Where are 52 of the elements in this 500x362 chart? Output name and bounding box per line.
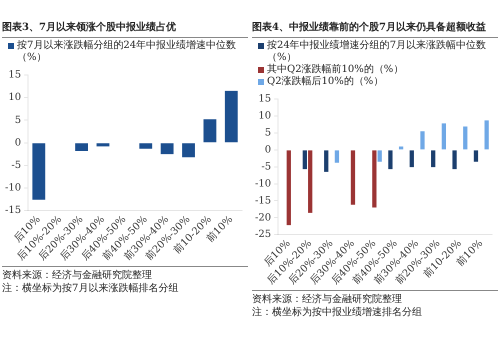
bar bbox=[139, 143, 152, 149]
y-tick-label: 10 bbox=[258, 110, 272, 122]
y-tick-label: -10 bbox=[254, 178, 272, 190]
y-tick-label: -15 bbox=[254, 195, 272, 206]
y-tick-label: -25 bbox=[254, 229, 272, 240]
text: 资料来源：经济与金融研究院整理 bbox=[252, 293, 403, 306]
bar bbox=[388, 150, 393, 170]
bar bbox=[224, 90, 238, 142]
bar bbox=[474, 150, 478, 162]
bar bbox=[308, 150, 312, 213]
bar bbox=[431, 150, 436, 168]
y-tick-label: -20 bbox=[254, 212, 272, 224]
y-tick-label: 5 bbox=[14, 114, 22, 126]
y-tick-label: 0 bbox=[264, 144, 272, 156]
bar bbox=[160, 143, 174, 154]
bar bbox=[350, 150, 356, 205]
y-tick-label: 10 bbox=[8, 92, 22, 104]
bar bbox=[75, 143, 88, 151]
y-tick-label: -15 bbox=[4, 205, 22, 216]
bar bbox=[452, 150, 457, 170]
chart-title: 图表3、7月以来领涨个股中报业绩占优 bbox=[2, 20, 248, 38]
y-tick-label: 15 bbox=[258, 94, 272, 105]
bar bbox=[463, 126, 468, 150]
y-tick-label: 0 bbox=[14, 137, 22, 148]
y-tick-label: 15 bbox=[8, 70, 22, 81]
bar bbox=[334, 150, 340, 163]
legend-label: Q2涨跌幅后10%的（%） bbox=[267, 76, 384, 88]
bar bbox=[302, 150, 307, 170]
bar bbox=[32, 143, 46, 200]
bar bbox=[286, 150, 291, 226]
y-tick-label: 5 bbox=[264, 128, 272, 138]
y-tick-label: -5 bbox=[11, 160, 22, 172]
legend-label: 按24年中报业绩增速分组的7月以来涨跌幅中位数（%） bbox=[267, 40, 488, 64]
text: 注：横坐标为按中报业绩增速排名分组 bbox=[252, 306, 423, 319]
bar bbox=[204, 119, 216, 142]
y-tick-label: -5 bbox=[261, 161, 272, 172]
y-tick-label: -10 bbox=[4, 182, 22, 194]
legend-label: 按7月以来涨跌幅分组的24年中报业绩增速中位数（%） bbox=[17, 40, 238, 64]
bar bbox=[324, 150, 328, 172]
bar bbox=[410, 150, 414, 168]
bar bbox=[378, 150, 382, 162]
text: 注：横坐标为按7月以来涨跌幅排名分组 bbox=[2, 282, 180, 295]
legend-label: 其中Q2涨跌幅前10%的（%） bbox=[267, 64, 404, 76]
bar bbox=[442, 123, 446, 150]
bar bbox=[96, 143, 110, 146]
bar bbox=[182, 143, 195, 158]
text: 资料来源：经济与金融研究院整理 bbox=[2, 269, 153, 282]
bar bbox=[420, 131, 425, 150]
bar bbox=[484, 120, 489, 150]
bar bbox=[398, 146, 404, 150]
bar bbox=[372, 150, 376, 208]
chart-title: 图表4、中报业绩靠前的个股7月以来仍具备超额收益 bbox=[252, 20, 498, 38]
